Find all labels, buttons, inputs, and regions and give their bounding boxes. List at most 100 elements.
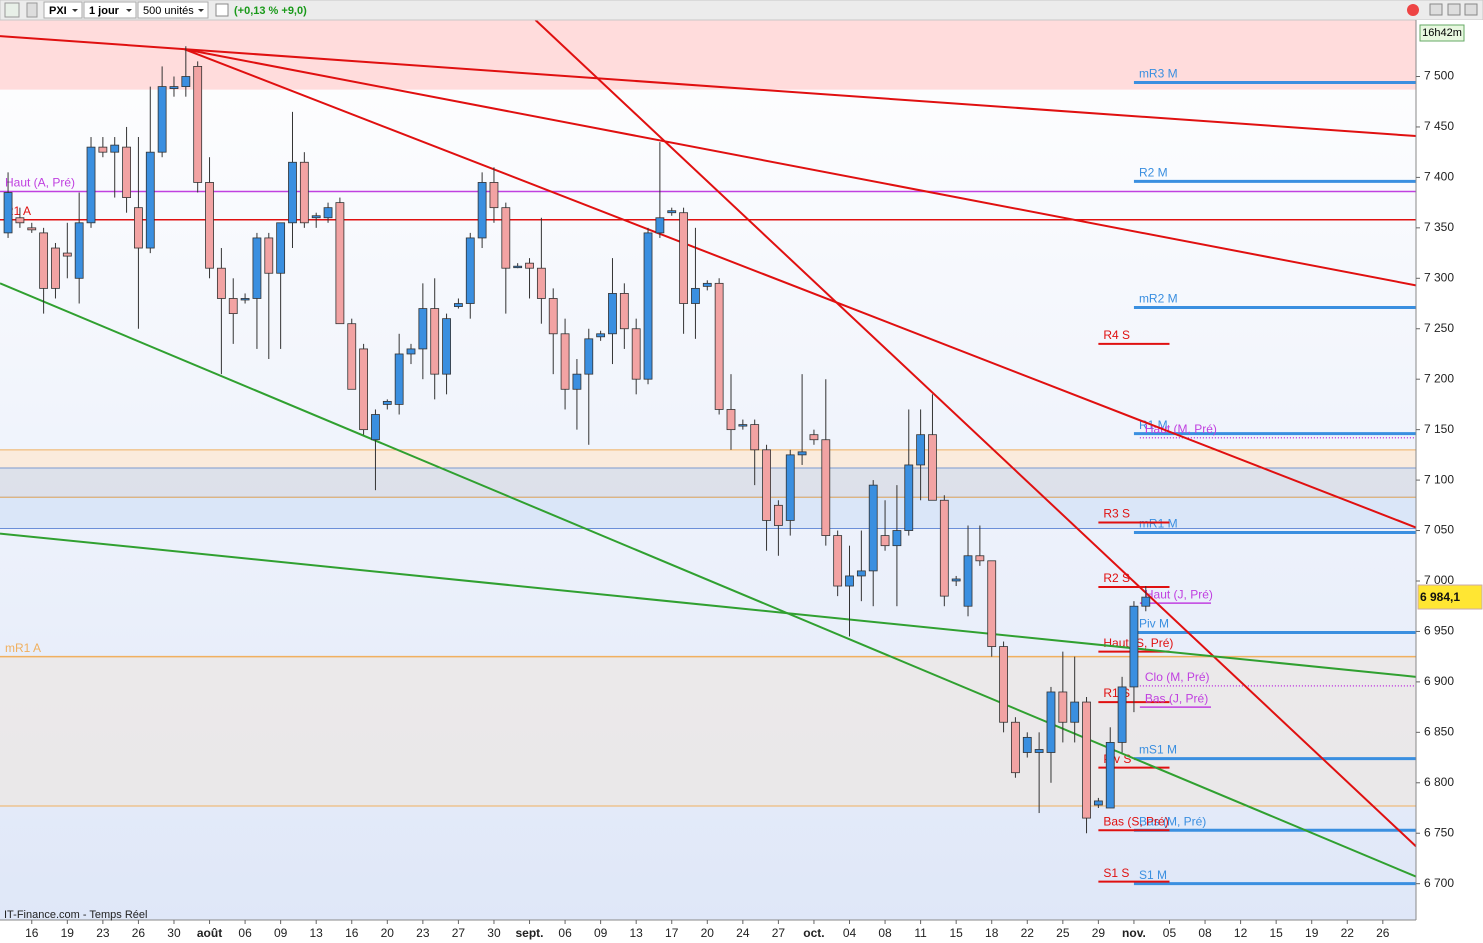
candle-body	[750, 424, 760, 451]
candle-body	[216, 267, 226, 299]
y-tick-label: 6 950	[1424, 624, 1454, 638]
candle-body	[868, 484, 878, 572]
candle-body	[856, 570, 866, 577]
x-tick-label: 16	[25, 926, 39, 940]
level-label: S1 M	[1139, 868, 1167, 882]
candle-body	[513, 265, 523, 269]
size-select[interactable]	[137, 1, 209, 19]
size: 500 unités	[143, 5, 194, 17]
x-tick-label: 25	[1056, 926, 1070, 940]
candle-body	[821, 439, 831, 536]
x-tick-label: 08	[1198, 926, 1212, 940]
trendline	[534, 20, 1416, 848]
x-tick-label: 24	[736, 926, 750, 940]
candle-body	[1058, 691, 1068, 723]
candle-body	[679, 212, 688, 304]
candle-body	[702, 282, 712, 287]
candle-body	[86, 146, 96, 224]
level-label: mS1 M	[1139, 743, 1177, 757]
candle-body	[762, 449, 771, 521]
x-tick-label: 16	[345, 926, 359, 940]
candle-body	[572, 373, 582, 390]
x-tick-label: 29	[1092, 926, 1106, 940]
candle-body	[548, 298, 558, 335]
candle-body	[205, 182, 214, 269]
candle-body	[1141, 596, 1151, 607]
chart-icon[interactable]	[26, 2, 38, 18]
x-tick-label: 06	[558, 926, 572, 940]
candle-body	[299, 161, 309, 224]
trendline	[184, 48, 1416, 529]
y-tick-label: 6 750	[1424, 825, 1454, 839]
candle-body	[619, 293, 629, 330]
candle-body	[1082, 701, 1091, 819]
candle-body	[1034, 749, 1044, 753]
x-tick-label: 30	[487, 926, 501, 940]
period-select[interactable]	[83, 1, 137, 19]
level-label: mR2 M	[1139, 292, 1178, 306]
x-tick-label: 23	[416, 926, 430, 940]
refresh-icon[interactable]	[1407, 4, 1419, 16]
window-button[interactable]	[1447, 3, 1461, 16]
candle-body	[27, 227, 37, 231]
level-label: mR3 M	[1139, 67, 1178, 81]
y-tick-label: 7 150	[1424, 422, 1454, 436]
candle-body	[928, 434, 937, 501]
candle-body	[975, 555, 985, 562]
y-tick-label: 6 700	[1424, 876, 1454, 890]
candle-body	[797, 451, 807, 456]
candle-body	[382, 400, 392, 405]
candle-body	[596, 333, 606, 338]
y-tick-label: 7 500	[1424, 69, 1454, 83]
candle-body	[62, 252, 72, 257]
candle-body	[276, 222, 286, 274]
candle-body	[655, 217, 665, 234]
x-tick-label: août	[197, 926, 222, 940]
candle-body	[359, 348, 368, 431]
candle-body	[51, 247, 60, 289]
y-tick-label: 7 050	[1424, 523, 1454, 537]
candle-body	[181, 76, 191, 87]
candle-body	[406, 348, 416, 355]
change: (+0,13 % +9,0)	[234, 5, 307, 17]
candle-body	[228, 298, 238, 315]
candle-body	[845, 575, 854, 587]
y-tick-label: 7 200	[1424, 371, 1454, 385]
x-tick-label: 15	[1269, 926, 1283, 940]
candle-body	[311, 215, 321, 219]
candle-body	[489, 182, 499, 209]
chart-icon[interactable]	[4, 2, 20, 18]
candle-body	[560, 333, 570, 390]
candle-body	[252, 237, 262, 299]
x-tick-label: 17	[665, 926, 679, 940]
candle-body	[501, 207, 511, 269]
candle-body	[738, 424, 748, 427]
candle-body	[110, 144, 120, 153]
x-tick-label: 20	[381, 926, 395, 940]
candle-body	[963, 555, 973, 607]
x-tick-label: 19	[61, 926, 75, 940]
last-price-box	[1417, 584, 1483, 610]
symbol-select[interactable]	[43, 1, 83, 19]
candle-body	[999, 646, 1008, 723]
info-button[interactable]	[215, 3, 229, 17]
window-button[interactable]	[1464, 3, 1478, 16]
x-tick-label: 23	[96, 926, 110, 940]
level-label: R3 S	[1103, 507, 1130, 521]
trendline	[184, 48, 1416, 287]
dropdown-arrow	[72, 9, 78, 12]
x-tick-label: 06	[238, 926, 252, 940]
window-button[interactable]	[1429, 3, 1443, 16]
x-tick-label: oct.	[803, 926, 824, 940]
dropdown-arrow	[198, 9, 204, 12]
candle-body	[880, 535, 890, 547]
candle-body	[74, 222, 84, 279]
timer: 16h42m	[1422, 27, 1462, 39]
candle-body	[951, 578, 961, 582]
x-tick-label: 22	[1021, 926, 1035, 940]
zone	[0, 656, 1416, 806]
x-tick-label: 20	[701, 926, 715, 940]
candle-body	[39, 232, 49, 289]
level-label: Haut (J, Pré)	[1145, 587, 1213, 601]
